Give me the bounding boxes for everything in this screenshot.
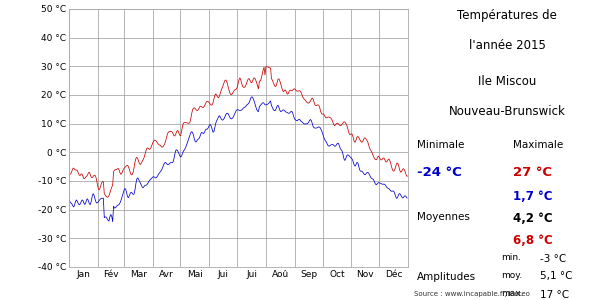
Text: min.: min. (501, 254, 521, 262)
Text: Amplitudes: Amplitudes (417, 272, 476, 281)
Text: -24 °C: -24 °C (417, 167, 462, 179)
Text: moy.: moy. (501, 272, 522, 280)
Text: 27 °C: 27 °C (513, 167, 552, 179)
Text: 4,2 °C: 4,2 °C (513, 212, 553, 224)
Text: Nouveau-Brunswick: Nouveau-Brunswick (449, 105, 565, 118)
Text: Minimale: Minimale (417, 140, 464, 149)
Text: 5,1 °C: 5,1 °C (540, 272, 572, 281)
Text: 17 °C: 17 °C (540, 290, 569, 299)
Text: -3 °C: -3 °C (540, 254, 566, 263)
Text: max.: max. (501, 290, 523, 298)
Text: Moyennes: Moyennes (417, 212, 470, 221)
Text: Maximale: Maximale (513, 140, 563, 149)
Text: 1,7 °C: 1,7 °C (513, 190, 553, 203)
Text: Source : www.incapable.fr/meteo: Source : www.incapable.fr/meteo (414, 291, 530, 297)
Text: Températures de: Températures de (457, 9, 557, 22)
Text: 6,8 °C: 6,8 °C (513, 234, 553, 247)
Text: l'année 2015: l'année 2015 (469, 39, 545, 52)
Text: Ile Miscou: Ile Miscou (478, 75, 536, 88)
